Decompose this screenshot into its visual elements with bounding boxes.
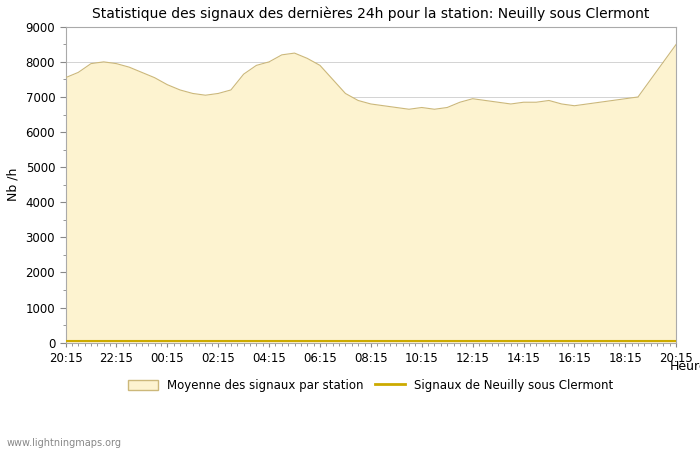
Text: www.lightningmaps.org: www.lightningmaps.org bbox=[7, 438, 122, 448]
X-axis label: Heure: Heure bbox=[670, 360, 700, 373]
Y-axis label: Nb /h: Nb /h bbox=[7, 168, 20, 202]
Legend: Moyenne des signaux par station, Signaux de Neuilly sous Clermont: Moyenne des signaux par station, Signaux… bbox=[123, 374, 618, 397]
Title: Statistique des signaux des dernières 24h pour la station: Neuilly sous Clermont: Statistique des signaux des dernières 24… bbox=[92, 7, 650, 22]
